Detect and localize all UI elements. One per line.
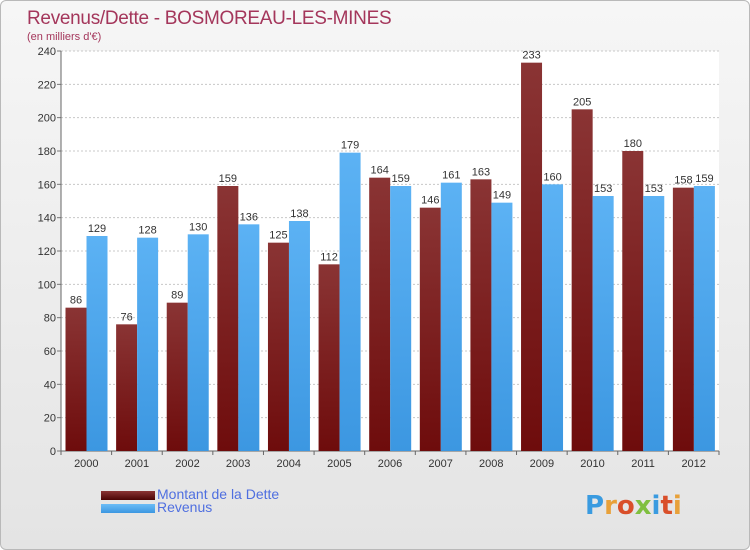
x-tick-label-2010: 2010 bbox=[580, 458, 604, 470]
logo-letter: o bbox=[616, 491, 635, 521]
data-label-debt-2011: 180 bbox=[624, 138, 642, 150]
data-label-debt-2006: 164 bbox=[371, 165, 389, 177]
x-tick-label-2000: 2000 bbox=[74, 458, 98, 470]
y-tick-label: 0 bbox=[50, 446, 56, 458]
bar-debt-2009 bbox=[521, 62, 543, 452]
y-tick-label: 140 bbox=[38, 213, 56, 225]
bar-revenue-2005 bbox=[339, 152, 361, 451]
bar-revenue-2009 bbox=[542, 184, 564, 452]
x-tick-label-2007: 2007 bbox=[428, 458, 452, 470]
logo-letter: i bbox=[651, 491, 661, 521]
legend-label-revenue: Revenus bbox=[157, 499, 213, 515]
bar-debt-2004 bbox=[267, 242, 289, 451]
y-tick-label: 120 bbox=[38, 246, 56, 258]
data-label-debt-2007: 146 bbox=[421, 195, 439, 207]
y-tick-label: 100 bbox=[38, 279, 56, 291]
data-label-debt-2000: 86 bbox=[70, 295, 82, 307]
proxiti-logo: Proxiti bbox=[585, 491, 682, 521]
legend-swatch-debt bbox=[101, 491, 155, 500]
y-tick-label: 80 bbox=[44, 313, 56, 325]
bar-revenue-2008 bbox=[491, 202, 513, 451]
bar-revenue-2003 bbox=[238, 224, 260, 451]
bar-debt-2003 bbox=[217, 186, 239, 451]
bar-debt-2010 bbox=[571, 109, 593, 451]
bar-revenue-2006 bbox=[390, 186, 412, 451]
data-label-debt-2005: 112 bbox=[320, 251, 338, 263]
bar-revenue-2000 bbox=[86, 236, 108, 451]
data-label-debt-2003: 159 bbox=[219, 173, 237, 185]
data-label-revenue-2000: 129 bbox=[88, 223, 106, 235]
data-label-debt-2008: 163 bbox=[472, 166, 490, 178]
data-label-revenue-2011: 153 bbox=[645, 183, 663, 195]
data-label-revenue-2010: 153 bbox=[594, 183, 612, 195]
bar-revenue-2004 bbox=[288, 221, 310, 451]
x-tick-label-2008: 2008 bbox=[479, 458, 503, 470]
y-tick-label: 180 bbox=[38, 146, 56, 158]
x-tick-label-2006: 2006 bbox=[378, 458, 402, 470]
x-tick-label-2004: 2004 bbox=[277, 458, 301, 470]
bar-debt-2012 bbox=[672, 187, 694, 451]
logo-letter: x bbox=[634, 491, 652, 521]
x-tick-label-2005: 2005 bbox=[327, 458, 351, 470]
data-label-revenue-2005: 179 bbox=[341, 140, 359, 152]
logo-letter: r bbox=[604, 491, 617, 521]
data-label-revenue-2008: 149 bbox=[493, 190, 511, 202]
bar-debt-2000 bbox=[65, 307, 87, 451]
bar-debt-2011 bbox=[622, 151, 644, 451]
data-label-revenue-2001: 128 bbox=[138, 225, 156, 237]
bar-debt-2006 bbox=[369, 177, 391, 451]
y-tick-label: 20 bbox=[44, 413, 56, 425]
bar-debt-2002 bbox=[166, 302, 188, 451]
legend-label-debt: Montant de la Dette bbox=[157, 486, 280, 502]
data-label-debt-2009: 233 bbox=[522, 50, 540, 62]
bar-debt-2007 bbox=[419, 207, 441, 451]
bar-revenue-2012 bbox=[693, 186, 715, 451]
y-tick-label: 40 bbox=[44, 379, 56, 391]
x-tick-label-2012: 2012 bbox=[681, 458, 705, 470]
logo-letter: P bbox=[585, 491, 605, 521]
bar-debt-2001 bbox=[116, 324, 138, 451]
chart-title: Revenus/Dette - BOSMOREAU-LES-MINES bbox=[27, 8, 392, 29]
y-tick-label: 160 bbox=[38, 179, 56, 191]
data-label-revenue-2003: 136 bbox=[240, 211, 258, 223]
data-label-debt-2012: 158 bbox=[674, 175, 692, 187]
x-tick-label-2001: 2001 bbox=[125, 458, 149, 470]
chart-subtitle: (en milliers d'€) bbox=[27, 31, 102, 43]
data-label-revenue-2012: 159 bbox=[695, 173, 713, 185]
data-label-debt-2001: 76 bbox=[120, 311, 132, 323]
bar-revenue-2002 bbox=[187, 234, 209, 451]
bar-debt-2008 bbox=[470, 179, 492, 452]
data-label-debt-2004: 125 bbox=[269, 230, 287, 242]
logo-letter: t bbox=[660, 491, 673, 521]
data-label-debt-2002: 89 bbox=[171, 290, 183, 302]
data-label-revenue-2009: 160 bbox=[543, 171, 561, 183]
data-label-revenue-2004: 138 bbox=[290, 208, 308, 220]
bar-debt-2005 bbox=[318, 264, 340, 451]
y-tick-label: 60 bbox=[44, 346, 56, 358]
y-tick-label: 220 bbox=[38, 79, 56, 91]
legend-swatch-revenue bbox=[101, 504, 155, 513]
data-label-revenue-2002: 130 bbox=[189, 221, 207, 233]
data-label-debt-2010: 205 bbox=[573, 96, 591, 108]
logo-letter: i bbox=[672, 491, 682, 521]
y-tick-label: 200 bbox=[38, 113, 56, 125]
y-tick-label: 240 bbox=[38, 46, 56, 58]
bar-revenue-2011 bbox=[643, 196, 665, 451]
data-label-revenue-2006: 159 bbox=[392, 173, 410, 185]
x-tick-label-2002: 2002 bbox=[175, 458, 199, 470]
bar-revenue-2010 bbox=[592, 196, 614, 451]
x-tick-label-2003: 2003 bbox=[226, 458, 250, 470]
bar-revenue-2001 bbox=[137, 237, 159, 451]
data-label-revenue-2007: 161 bbox=[442, 170, 460, 182]
x-tick-label-2011: 2011 bbox=[631, 458, 655, 470]
x-tick-label-2009: 2009 bbox=[530, 458, 554, 470]
bar-revenue-2007 bbox=[440, 182, 462, 451]
